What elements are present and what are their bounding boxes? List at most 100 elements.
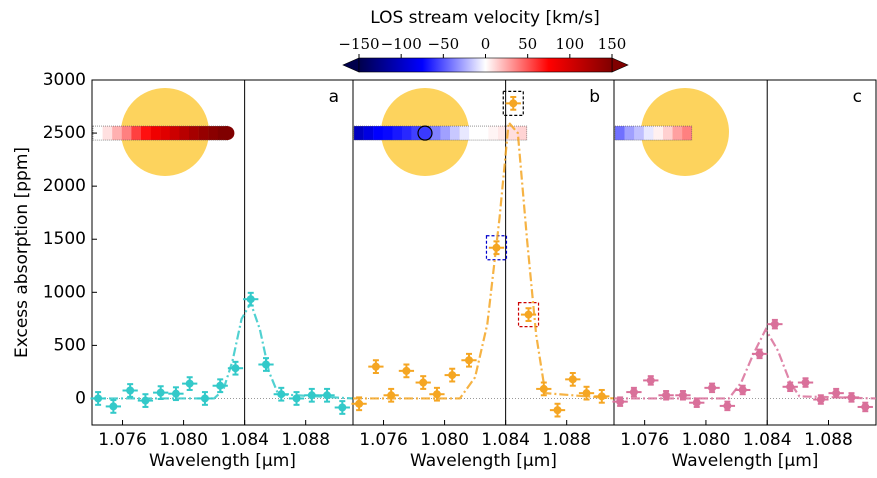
data-point [323, 391, 332, 400]
stream-segment [141, 126, 151, 141]
stream-segment [392, 126, 403, 141]
colorbar-tick-label: −50 [428, 35, 460, 53]
stream-segment [440, 126, 451, 141]
stream-segment [169, 126, 180, 141]
stream-segment [354, 126, 364, 141]
stream-outline [614, 125, 693, 141]
model-line [92, 300, 354, 400]
colorbar-end [611, 57, 629, 73]
stream-segment [411, 126, 422, 141]
data-point [216, 381, 225, 390]
data-point [678, 391, 687, 400]
data-point [861, 402, 870, 411]
data-point [847, 393, 856, 402]
x-tick-label: 1.080 [159, 430, 208, 450]
data-point [246, 295, 255, 304]
colorbar-tick-label: −150 [338, 35, 379, 53]
stream-segment [450, 126, 460, 141]
stream-segment [208, 126, 218, 141]
data-point [568, 375, 577, 384]
colorbar-tick-label: 150 [598, 35, 627, 53]
data-point [387, 391, 396, 400]
data-point [524, 310, 533, 319]
data-point [338, 403, 347, 412]
data-point [231, 364, 240, 373]
stream-segment [488, 126, 499, 141]
y-axis-label: Excess absorption [ppm] [12, 147, 32, 358]
colorbar-title: LOS stream velocity [km/s] [370, 8, 600, 28]
data-point [156, 388, 165, 397]
stream-segment [150, 126, 161, 141]
stream-segment [469, 126, 479, 141]
stream-segment [672, 126, 683, 141]
x-tick-label: 1.076 [98, 430, 147, 450]
planet [417, 125, 433, 141]
data-point [662, 391, 671, 400]
y-tick-label: 500 [54, 335, 86, 355]
model-line [353, 119, 615, 400]
stream-head [220, 126, 235, 141]
data-point [755, 349, 764, 358]
data-point [402, 366, 411, 375]
data-point [616, 397, 625, 406]
stream-segment [160, 126, 170, 141]
data-point [465, 356, 473, 365]
stream-segment [363, 126, 374, 141]
data-point [629, 388, 638, 397]
data-point [171, 389, 180, 398]
y-tick-label: 1500 [43, 229, 86, 249]
x-tick-label: 1.084 [220, 430, 269, 450]
colorbar-tick-label: 50 [518, 35, 537, 53]
data-point [355, 399, 364, 408]
data-point [738, 385, 747, 394]
x-tick-label: 1.080 [420, 430, 469, 450]
data-point [801, 378, 810, 387]
stream-segment [430, 126, 441, 141]
x-tick-label: 1.088 [804, 430, 853, 450]
stream-segment [198, 126, 209, 141]
data-point [419, 378, 428, 387]
data-point [432, 390, 441, 399]
y-tick-label: 3000 [43, 70, 86, 90]
stream-segment [634, 126, 644, 141]
stream-segment [459, 126, 470, 141]
model-line [614, 327, 877, 400]
data-point [692, 398, 701, 407]
colorbar-tick-label: 0 [481, 35, 491, 53]
colorbar-tick-label: −100 [381, 35, 422, 53]
data-point [492, 243, 501, 252]
x-tick-label: 1.088 [281, 430, 330, 450]
stream-segment [653, 126, 664, 141]
data-point [126, 386, 135, 395]
stream-segment [478, 126, 489, 141]
panel-label: a [329, 87, 339, 107]
stream-segment [131, 126, 142, 141]
data-point [509, 99, 518, 108]
stream-segment [498, 126, 508, 141]
data-point [448, 371, 457, 380]
stream-segment [179, 126, 190, 141]
data-point [723, 401, 732, 410]
y-tick-label: 2000 [43, 176, 86, 196]
stream-segment [402, 126, 412, 141]
stream-segment [382, 126, 393, 141]
stream-segment [507, 126, 518, 141]
colorbar-end [342, 57, 360, 73]
highlight-box [502, 90, 524, 116]
stream-segment [517, 126, 527, 141]
stream-segment [93, 126, 103, 141]
stream-segment [663, 126, 673, 141]
data-point [185, 379, 194, 388]
stream-outline [353, 125, 528, 141]
stream-segment [615, 126, 625, 141]
colorbar [358, 57, 613, 73]
x-tick-label: 1.084 [481, 430, 530, 450]
panel-label: b [589, 87, 600, 107]
x-axis-label: Wavelength [μm] [410, 451, 557, 471]
y-tick-label: 2500 [43, 123, 86, 143]
plot-frame [613, 79, 877, 426]
x-tick-label: 1.076 [620, 430, 669, 450]
stream-segment [643, 126, 654, 141]
y-tick-label: 1000 [43, 282, 86, 302]
